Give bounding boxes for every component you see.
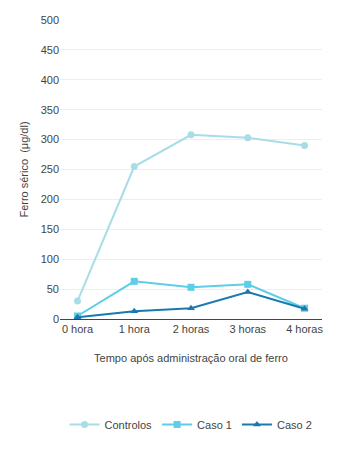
svg-text:3 horas: 3 horas [229, 323, 266, 335]
svg-text:50: 50 [47, 283, 59, 295]
svg-text:400: 400 [41, 74, 59, 86]
svg-text:Caso 2: Caso 2 [277, 419, 312, 431]
svg-text:Controlos: Controlos [105, 419, 153, 431]
svg-text:450: 450 [41, 44, 59, 56]
svg-text:150: 150 [41, 223, 59, 235]
svg-text:Caso 1: Caso 1 [197, 419, 232, 431]
svg-text:250: 250 [41, 163, 59, 175]
svg-text:200: 200 [41, 193, 59, 205]
svg-text:0: 0 [53, 313, 59, 325]
svg-text:Ferro sérico (μg/dl): Ferro sérico (μg/dl) [18, 121, 30, 217]
svg-text:0 hora: 0 hora [62, 323, 94, 335]
svg-text:4 horas: 4 horas [286, 323, 323, 335]
svg-text:2 horas: 2 horas [173, 323, 210, 335]
svg-text:350: 350 [41, 104, 59, 116]
svg-text:100: 100 [41, 253, 59, 265]
svg-text:500: 500 [41, 14, 59, 26]
svg-text:Tempo após administração oral: Tempo após administração oral de ferro [94, 352, 288, 364]
svg-text:1 hora: 1 hora [119, 323, 151, 335]
svg-text:300: 300 [41, 133, 59, 145]
